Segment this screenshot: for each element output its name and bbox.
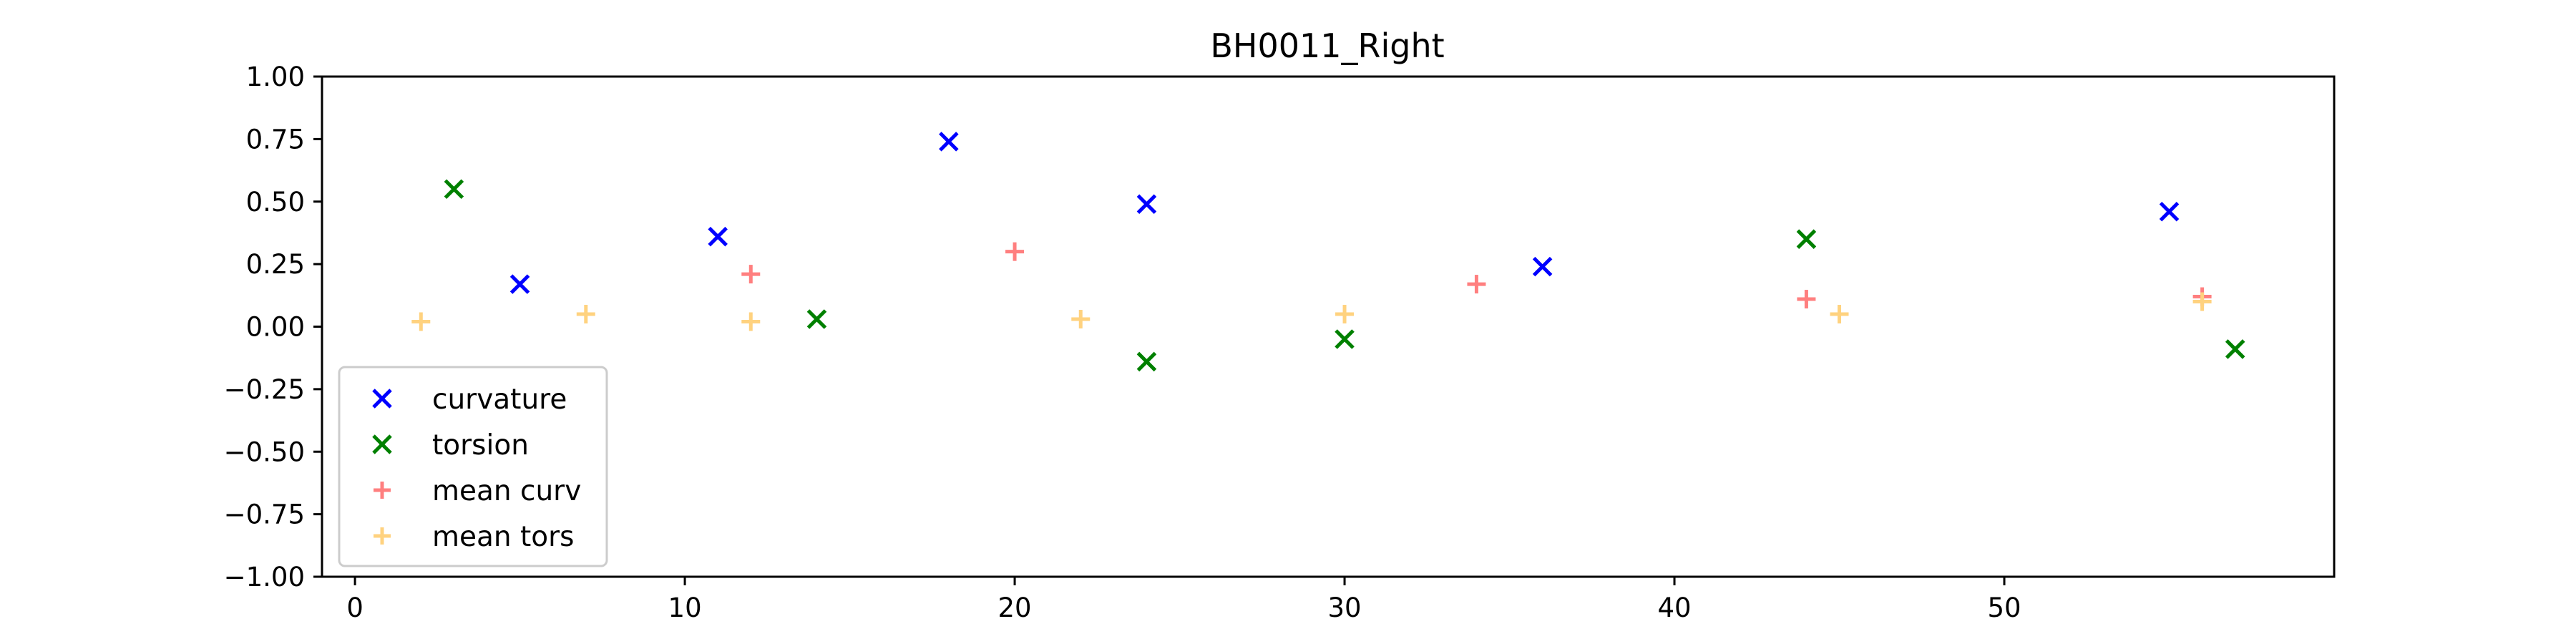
mean-tors-point — [576, 305, 595, 324]
torsion-point — [806, 309, 827, 329]
y-tick-label: 0.00 — [246, 312, 305, 343]
y-tick-label: −0.75 — [224, 499, 305, 530]
series-torsion — [444, 179, 2245, 372]
mean-curv-point — [1797, 290, 1816, 309]
mean-tors-point — [1071, 310, 1091, 329]
axes: 0 10 20 30 40 50 −1.00 −0.75 −0.50 −0.25 0.00 0.25 0… — [224, 62, 2021, 623]
plot-area-frame — [321, 75, 2336, 578]
y-tick-label: 0.75 — [246, 124, 305, 155]
torsion-point — [2225, 339, 2245, 359]
chart-title: BH0011_Right — [1210, 26, 1444, 65]
legend-item-mean-tors: mean tors — [374, 521, 575, 553]
mean-tors-point — [411, 312, 431, 331]
torsion-point — [1136, 351, 1157, 372]
mean-tors-point — [2192, 292, 2212, 311]
mean-tors-point — [1830, 305, 1849, 324]
x-tick-label: 0 — [346, 592, 364, 623]
legend-label-mean-curv: mean curv — [432, 475, 581, 507]
mean-tors-point — [1335, 305, 1355, 324]
y-tick-label: 1.00 — [246, 62, 305, 92]
y-tick-label: −0.50 — [224, 436, 305, 467]
mean-tors-point — [741, 312, 761, 331]
legend-label-torsion: torsion — [432, 429, 529, 462]
series-mean-tors — [411, 292, 2212, 331]
curvature-point — [939, 132, 959, 152]
data-marks — [411, 132, 2245, 372]
mean-curv-point — [1467, 275, 1486, 294]
legend-label-curvature: curvature — [432, 384, 567, 416]
mean-curv-point — [1005, 242, 1025, 261]
curvature-point — [509, 274, 530, 294]
x-tick-label: 30 — [1328, 592, 1362, 623]
curvature-point — [1136, 194, 1157, 215]
curvature-point — [2159, 201, 2180, 222]
legend-marker-mean-tors — [374, 527, 391, 545]
legend-marker-curvature — [372, 389, 392, 409]
legend: curvature torsion mean curv mean tors — [338, 366, 608, 567]
series-mean-curv — [741, 242, 2212, 309]
legend-marker-torsion — [372, 434, 392, 454]
torsion-point — [1796, 229, 1817, 249]
legend-item-curvature: curvature — [372, 384, 567, 416]
torsion-point — [1335, 329, 1355, 349]
torsion-point — [444, 179, 464, 200]
x-tick-label: 20 — [998, 592, 1032, 623]
legend-label-mean-tors: mean tors — [432, 521, 575, 553]
legend-marker-mean-curv — [374, 482, 391, 499]
legend-box — [338, 366, 608, 567]
y-tick-label: −0.25 — [224, 374, 305, 405]
x-tick-label: 40 — [1657, 592, 1691, 623]
curvature-point — [1532, 256, 1553, 277]
curvature-point — [708, 226, 728, 247]
x-tick-label: 10 — [668, 592, 702, 623]
y-tick-label: 0.50 — [246, 187, 305, 218]
x-tick-label: 50 — [1987, 592, 2021, 623]
legend-item-mean-curv: mean curv — [374, 475, 581, 507]
series-curvature — [509, 132, 2180, 294]
y-tick-label: −1.00 — [224, 562, 305, 592]
mean-curv-point — [741, 265, 761, 284]
legend-item-torsion: torsion — [372, 429, 529, 462]
y-tick-label: 0.25 — [246, 249, 305, 280]
